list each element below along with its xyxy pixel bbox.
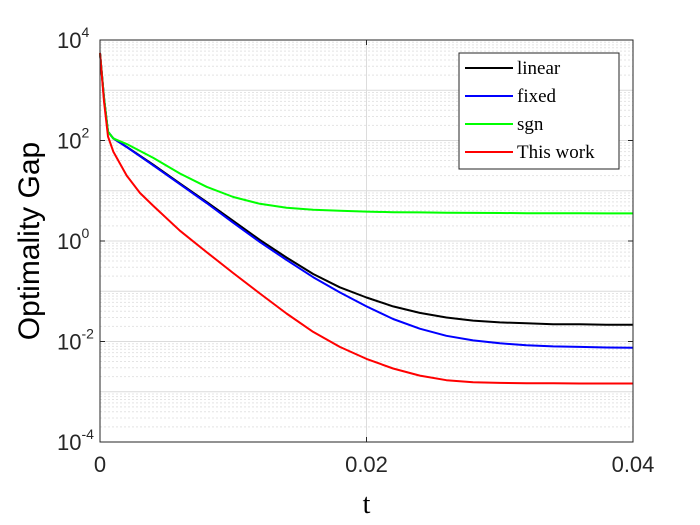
y-axis-label: Optimality Gap xyxy=(13,142,46,340)
legend-label-2: sgn xyxy=(517,114,544,135)
x-tick-label: 0.04 xyxy=(612,452,655,477)
legend-label-0: linear xyxy=(517,58,561,79)
series-line-2 xyxy=(99,52,633,215)
axis-ticks xyxy=(99,39,634,443)
y-tick-label: 100 xyxy=(57,225,89,254)
legend: linear fixed sgn This work xyxy=(458,52,620,170)
series-line-3 xyxy=(99,52,633,385)
x-tick-label: 0 xyxy=(94,452,106,477)
series-line-1 xyxy=(99,52,634,349)
legend-label-1: fixed xyxy=(517,86,557,107)
y-tick-label: 10-2 xyxy=(57,326,94,355)
y-tick-label: 10-4 xyxy=(57,426,94,455)
x-axis-label: t xyxy=(363,489,371,520)
series-lines xyxy=(99,52,634,385)
legend-box xyxy=(458,52,620,170)
y-tick-label: 104 xyxy=(57,24,89,53)
x-tick-label: 0.02 xyxy=(345,452,388,477)
legend-label-3: This work xyxy=(517,142,595,163)
tick-labels: 0 0.02 0.04 10-4 10-2 100 102 104 xyxy=(57,24,654,477)
y-tick-label: 102 xyxy=(57,125,89,154)
